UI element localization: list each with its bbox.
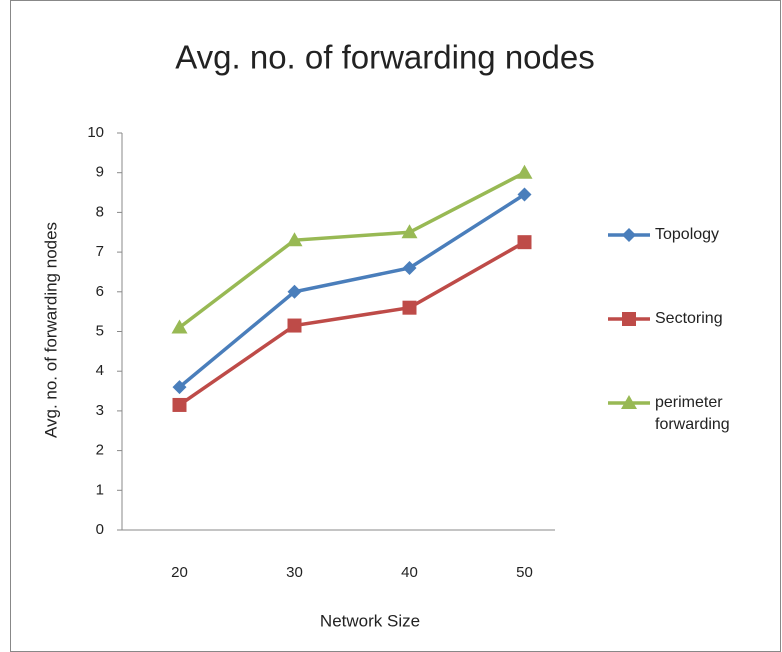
marker [286,232,303,247]
chart-border [10,0,781,652]
legend-marker [622,312,636,326]
series-line [178,171,526,329]
marker [402,260,417,275]
y-tick-label: 2 [96,442,104,459]
marker [172,397,187,412]
x-tick-label: 40 [401,564,418,581]
y-tick-label: 9 [96,164,104,181]
series-line [178,240,526,407]
y-tick-label: 5 [96,322,104,339]
marker [171,319,188,334]
y-tick-label: 8 [96,203,104,220]
legend-label: Topology [655,226,720,243]
marker [287,284,302,299]
y-tick-label: 1 [96,481,104,498]
series-line [178,193,526,389]
x-tick-label: 20 [171,564,188,581]
marker [517,187,532,202]
y-tick-label: 0 [96,521,104,538]
marker [401,224,418,239]
legend-label: perimeter forwarding [655,394,730,433]
marker [172,380,187,395]
y-tick-label: 4 [96,362,104,379]
legend-marker [622,228,636,242]
x-tick-label: 30 [286,564,303,581]
y-tick-label: 7 [96,243,104,260]
x-tick-label: 50 [516,564,533,581]
legend-label: Sectoring [655,310,723,327]
y-axis-label: Avg. no. of forwarding nodes [41,222,60,438]
y-tick-label: 6 [96,283,104,300]
marker [517,235,532,250]
legend-marker [621,395,637,409]
chart-title: Avg. no. of forwarding nodes [175,39,595,76]
marker [402,300,417,315]
y-tick-label: 10 [87,124,104,141]
y-tick-label: 3 [96,402,104,419]
marker [516,164,533,179]
marker [287,318,302,333]
x-axis-label: Network Size [320,611,420,630]
